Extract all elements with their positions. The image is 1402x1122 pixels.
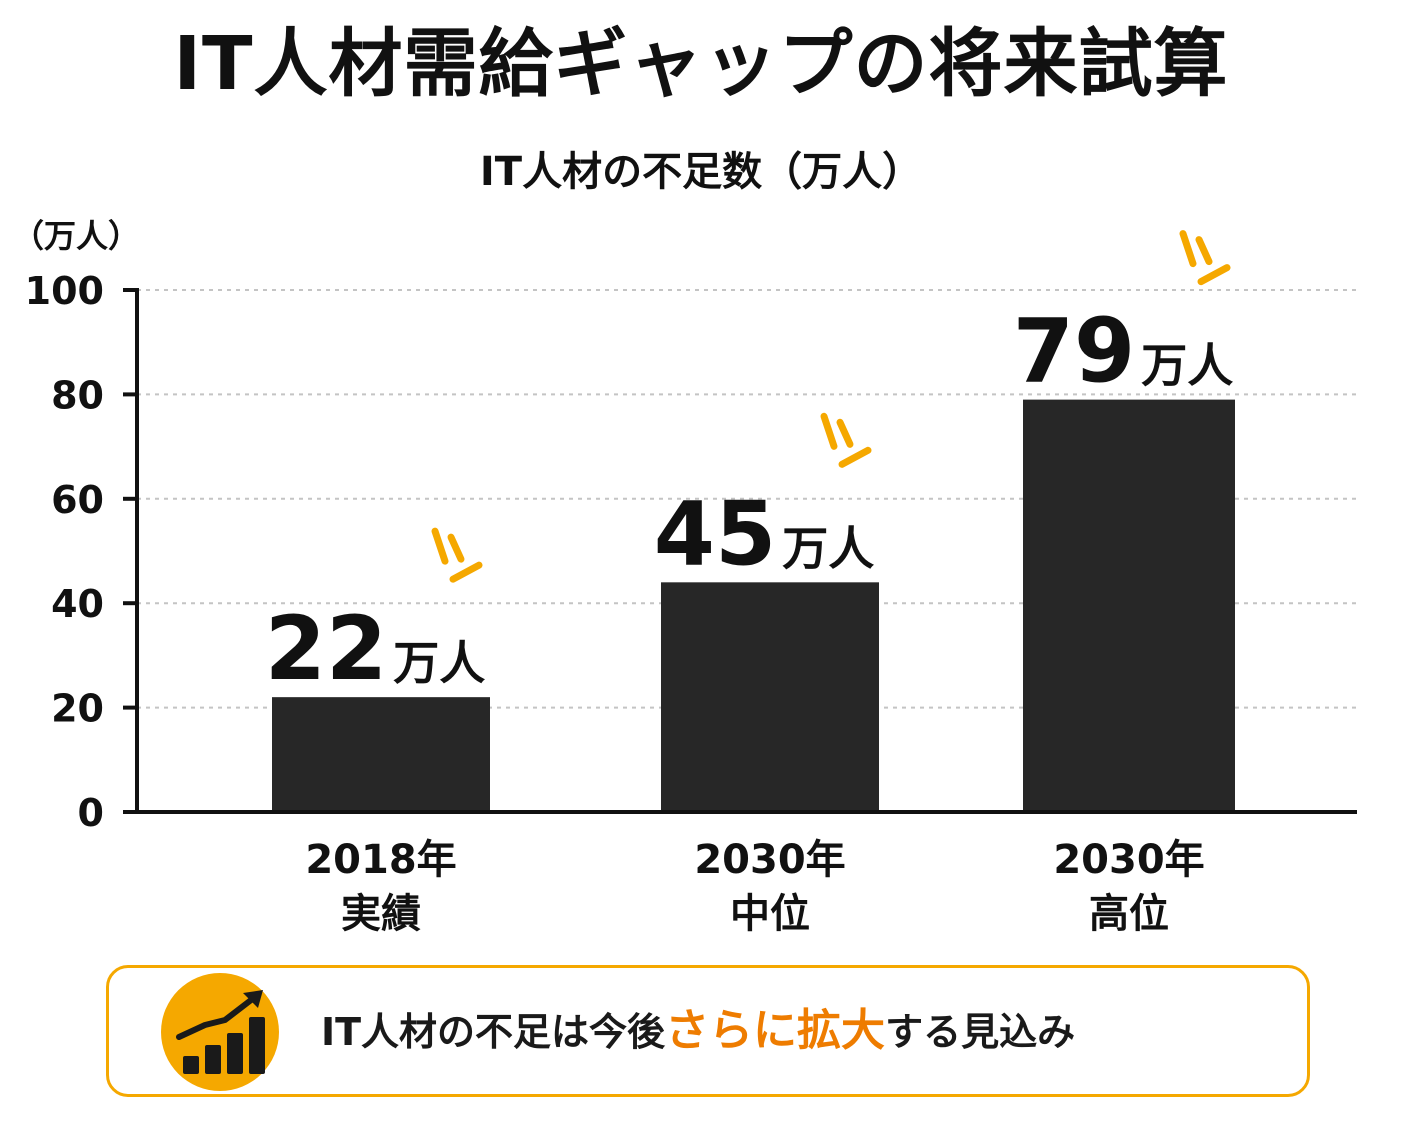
y-tick-label: 80 bbox=[51, 373, 104, 417]
burst-line bbox=[431, 527, 449, 565]
burst-line bbox=[447, 533, 465, 563]
bar-value-label: 45 万人 bbox=[654, 482, 874, 585]
callout-text-post: する見込み bbox=[885, 1010, 1076, 1054]
callout-highlight: さらに拡大 bbox=[665, 1005, 886, 1056]
x-category-sublabel: 中位 bbox=[730, 891, 810, 937]
callout-message: IT人材の不足は今後さらに拡大する見込み bbox=[321, 968, 1075, 1094]
bars bbox=[272, 399, 1235, 812]
bar-value-unit: 万人 bbox=[782, 521, 874, 575]
bar-value-number: 45 bbox=[654, 482, 776, 585]
x-category-label: 2030年 bbox=[694, 837, 845, 883]
page-title: IT人材需給ギャップの将来試算 bbox=[173, 21, 1229, 107]
burst-line bbox=[1197, 264, 1231, 286]
bar-value-number: 79 bbox=[1013, 300, 1135, 403]
callout-text-pre: IT人材の不足は今後 bbox=[321, 1010, 666, 1054]
bar-value-unit: 万人 bbox=[393, 636, 485, 690]
burst-line bbox=[836, 418, 854, 448]
chart-subtitle: IT人材の不足数（万人） bbox=[479, 149, 923, 195]
axes bbox=[123, 288, 1357, 814]
x-category-label: 2030年 bbox=[1053, 837, 1204, 883]
bar-value-number: 22 bbox=[265, 597, 387, 700]
y-axis-unit-label: （万人） bbox=[12, 217, 140, 255]
burst-accent-icon bbox=[820, 412, 872, 468]
x-category-label: 2018年 bbox=[305, 837, 456, 883]
y-tick-label: 40 bbox=[51, 582, 104, 626]
burst-accent-icon bbox=[1179, 230, 1231, 286]
y-tick-label: 60 bbox=[51, 478, 104, 522]
burst-line bbox=[449, 561, 483, 583]
burst-accent-icon bbox=[431, 527, 483, 583]
bar-value-label: 79 万人 bbox=[1013, 300, 1233, 403]
burst-line bbox=[820, 412, 838, 450]
burst-line bbox=[1195, 236, 1213, 266]
summary-callout: IT人材の不足は今後さらに拡大する見込み bbox=[106, 965, 1310, 1097]
burst-line bbox=[838, 446, 872, 468]
bar bbox=[272, 697, 490, 812]
y-tick-label: 100 bbox=[25, 269, 104, 313]
y-tick-label: 0 bbox=[78, 791, 104, 835]
bar bbox=[1023, 399, 1235, 812]
x-category-sublabel: 実績 bbox=[341, 891, 421, 937]
bar bbox=[661, 582, 879, 812]
rising-bar-chart-icon bbox=[161, 973, 279, 1091]
x-category-sublabel: 高位 bbox=[1089, 891, 1169, 937]
bar-value-label: 22 万人 bbox=[265, 597, 485, 700]
burst-line bbox=[1179, 230, 1197, 268]
y-tick-label: 20 bbox=[51, 687, 104, 731]
bar-value-unit: 万人 bbox=[1141, 339, 1233, 393]
